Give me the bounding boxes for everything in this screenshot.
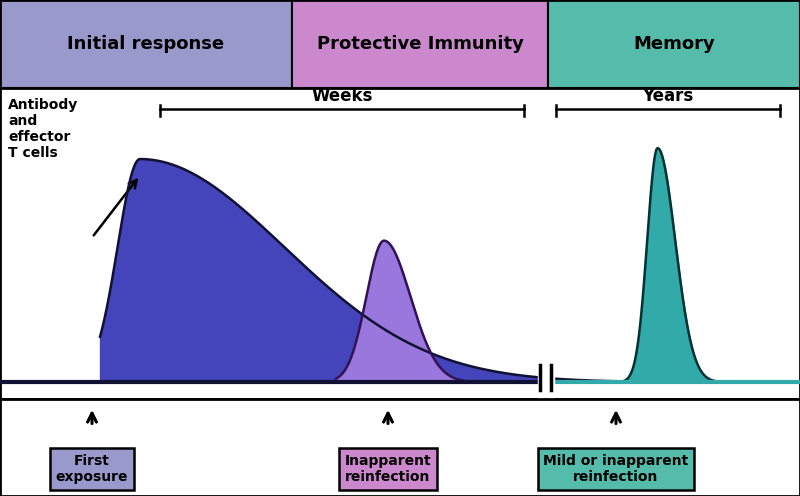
Text: Weeks: Weeks bbox=[311, 87, 373, 105]
Bar bbox=[0, 0, 292, 88]
Text: Antibody
and
effector
T cells: Antibody and effector T cells bbox=[8, 98, 78, 160]
Text: Protective Immunity: Protective Immunity bbox=[317, 35, 523, 53]
Text: Years: Years bbox=[642, 87, 694, 105]
Text: Inapparent
reinfection: Inapparent reinfection bbox=[345, 454, 431, 484]
Text: First
exposure: First exposure bbox=[56, 454, 128, 484]
Bar bbox=[548, 0, 800, 88]
Text: Initial response: Initial response bbox=[67, 35, 225, 53]
Text: Mild or inapparent
reinfection: Mild or inapparent reinfection bbox=[543, 454, 689, 484]
Bar bbox=[292, 0, 548, 88]
Text: Memory: Memory bbox=[633, 35, 715, 53]
